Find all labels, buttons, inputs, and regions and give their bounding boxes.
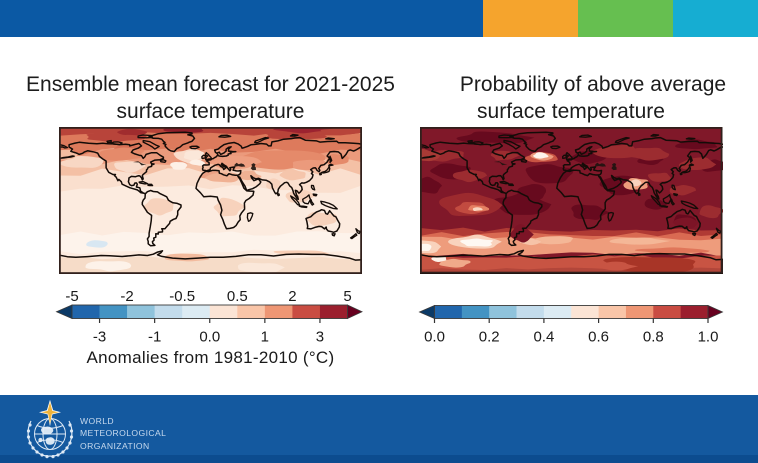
svg-text:0.4: 0.4 bbox=[533, 329, 554, 346]
svg-text:-3: -3 bbox=[93, 329, 106, 346]
svg-text:0.8: 0.8 bbox=[643, 329, 664, 346]
svg-text:Anomalies from 1981-2010 (°C): Anomalies from 1981-2010 (°C) bbox=[87, 348, 335, 367]
svg-text:3: 3 bbox=[316, 329, 324, 346]
svg-text:0.0: 0.0 bbox=[424, 329, 445, 346]
svg-text:-1: -1 bbox=[148, 329, 161, 346]
svg-text:-0.5: -0.5 bbox=[169, 288, 195, 305]
svg-text:1: 1 bbox=[261, 329, 269, 346]
svg-text:5: 5 bbox=[343, 288, 351, 305]
svg-text:-2: -2 bbox=[120, 288, 133, 305]
svg-text:0.0: 0.0 bbox=[199, 329, 220, 346]
svg-text:1.0: 1.0 bbox=[698, 329, 719, 346]
svg-text:0.5: 0.5 bbox=[227, 288, 248, 305]
svg-text:2: 2 bbox=[288, 288, 296, 305]
svg-text:-5: -5 bbox=[65, 288, 78, 305]
svg-text:0.6: 0.6 bbox=[588, 329, 609, 346]
svg-text:0.2: 0.2 bbox=[479, 329, 500, 346]
